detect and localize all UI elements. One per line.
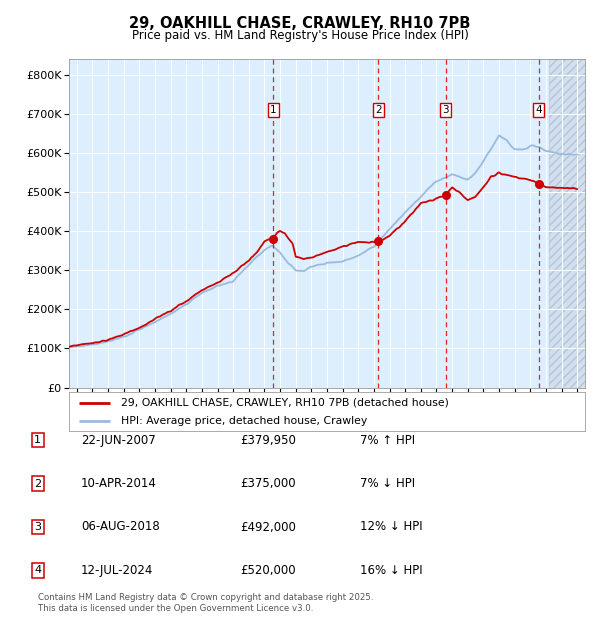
Text: 10-APR-2014: 10-APR-2014 xyxy=(81,477,157,490)
Text: 3: 3 xyxy=(34,522,41,532)
Text: 06-AUG-2018: 06-AUG-2018 xyxy=(81,521,160,533)
Text: HPI: Average price, detached house, Crawley: HPI: Average price, detached house, Craw… xyxy=(121,416,367,426)
Text: 29, OAKHILL CHASE, CRAWLEY, RH10 7PB (detached house): 29, OAKHILL CHASE, CRAWLEY, RH10 7PB (de… xyxy=(121,398,448,408)
Text: 16% ↓ HPI: 16% ↓ HPI xyxy=(360,564,422,577)
Text: 4: 4 xyxy=(535,105,542,115)
Text: 29, OAKHILL CHASE, CRAWLEY, RH10 7PB: 29, OAKHILL CHASE, CRAWLEY, RH10 7PB xyxy=(130,16,470,31)
Text: £520,000: £520,000 xyxy=(240,564,296,577)
Text: 12-JUL-2024: 12-JUL-2024 xyxy=(81,564,154,577)
Text: 2: 2 xyxy=(34,479,41,489)
Bar xyxy=(548,59,585,388)
Text: £379,950: £379,950 xyxy=(240,434,296,446)
Text: 7% ↑ HPI: 7% ↑ HPI xyxy=(360,434,415,446)
Text: 1: 1 xyxy=(34,435,41,445)
Text: 22-JUN-2007: 22-JUN-2007 xyxy=(81,434,156,446)
Text: 1: 1 xyxy=(270,105,277,115)
Text: 12% ↓ HPI: 12% ↓ HPI xyxy=(360,521,422,533)
Text: Price paid vs. HM Land Registry's House Price Index (HPI): Price paid vs. HM Land Registry's House … xyxy=(131,30,469,42)
Text: 7% ↓ HPI: 7% ↓ HPI xyxy=(360,477,415,490)
Text: 3: 3 xyxy=(442,105,449,115)
Text: 4: 4 xyxy=(34,565,41,575)
Text: £375,000: £375,000 xyxy=(240,477,296,490)
Text: Contains HM Land Registry data © Crown copyright and database right 2025.
This d: Contains HM Land Registry data © Crown c… xyxy=(38,593,373,613)
Text: £492,000: £492,000 xyxy=(240,521,296,533)
Text: 2: 2 xyxy=(375,105,382,115)
